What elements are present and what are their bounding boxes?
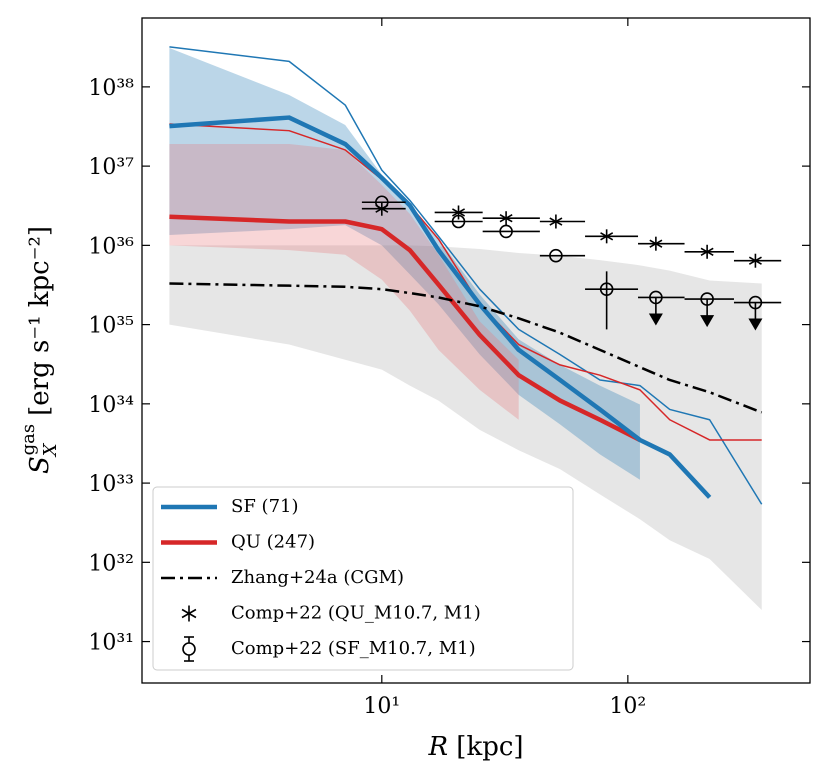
point xyxy=(452,205,466,220)
y-tick-label: 10³⁷ xyxy=(88,155,134,180)
legend-label: QU (247) xyxy=(231,532,315,553)
x-label-units: [kpc] xyxy=(456,732,523,762)
arrow-head xyxy=(648,313,663,326)
point xyxy=(748,295,763,310)
line xyxy=(169,115,712,499)
y-label-subscript: X xyxy=(40,442,61,458)
legend-box xyxy=(152,486,574,671)
upper-limit-arrow xyxy=(748,302,763,331)
legend-label: Comp+22 (QU_M10.7, M1) xyxy=(231,603,481,624)
x-tick-label: 10² xyxy=(609,694,646,719)
y-label-units: [erg s⁻¹ kpc⁻²] xyxy=(25,226,55,416)
y-tick-label: 10³⁵ xyxy=(88,314,134,339)
point xyxy=(700,244,714,259)
point xyxy=(748,253,762,268)
upper-limit-arrow xyxy=(700,299,715,328)
marker-stroke xyxy=(452,208,466,217)
y-tick-label: 10³¹ xyxy=(88,631,134,656)
x-axis-label: R [kpc] xyxy=(427,732,523,762)
marker-stroke xyxy=(649,239,663,248)
y-axis-label: SXgas [erg s⁻¹ kpc⁻²] xyxy=(18,226,61,474)
y-label-symbol: S xyxy=(25,456,55,474)
plot-frame xyxy=(141,17,811,684)
point xyxy=(599,282,614,296)
y-tick-label: 10³⁴ xyxy=(88,393,134,418)
legend-label: Comp+22 (SF_M10.7, M1) xyxy=(231,638,476,659)
y-tick-label: 10³⁸ xyxy=(88,76,134,101)
point xyxy=(600,229,614,244)
line xyxy=(169,214,641,442)
y-tick-label: 10³² xyxy=(88,551,134,576)
y-label-superscript: gas xyxy=(18,424,39,456)
x-label-symbol: R xyxy=(427,732,448,762)
marker-stroke xyxy=(700,247,714,256)
point xyxy=(451,214,466,229)
arrow-head xyxy=(700,315,715,328)
point xyxy=(649,290,663,305)
y-tick-label: 10³⁶ xyxy=(88,234,134,259)
point xyxy=(499,224,513,239)
marker-stroke xyxy=(181,608,197,619)
legend-label: SF (71) xyxy=(231,496,299,517)
band xyxy=(169,144,519,420)
legend-label: Zhang+24a (CGM) xyxy=(231,567,404,588)
marker-stroke xyxy=(549,217,563,226)
upper-line xyxy=(169,46,763,505)
upper-limit-arrow xyxy=(648,297,663,326)
band xyxy=(169,245,762,611)
y-tick-label: 10³³ xyxy=(88,472,134,497)
plot-area xyxy=(169,46,763,611)
legend-swatch xyxy=(181,605,197,622)
legend: SF (71) QU (247) Zhang+24a (CGM) Comp+22 (Q… xyxy=(152,486,574,671)
marker-stroke xyxy=(748,256,762,265)
point xyxy=(499,211,513,226)
x-tick-label: 10¹ xyxy=(363,694,400,719)
point xyxy=(649,236,663,251)
point xyxy=(700,292,714,306)
point xyxy=(549,248,563,263)
band xyxy=(169,47,640,480)
legend-swatch xyxy=(182,642,196,656)
point xyxy=(549,214,563,229)
point xyxy=(375,195,389,210)
line xyxy=(169,282,763,414)
marker-stroke xyxy=(499,214,513,223)
arrow-head xyxy=(748,318,763,331)
marker-stroke xyxy=(600,232,614,241)
